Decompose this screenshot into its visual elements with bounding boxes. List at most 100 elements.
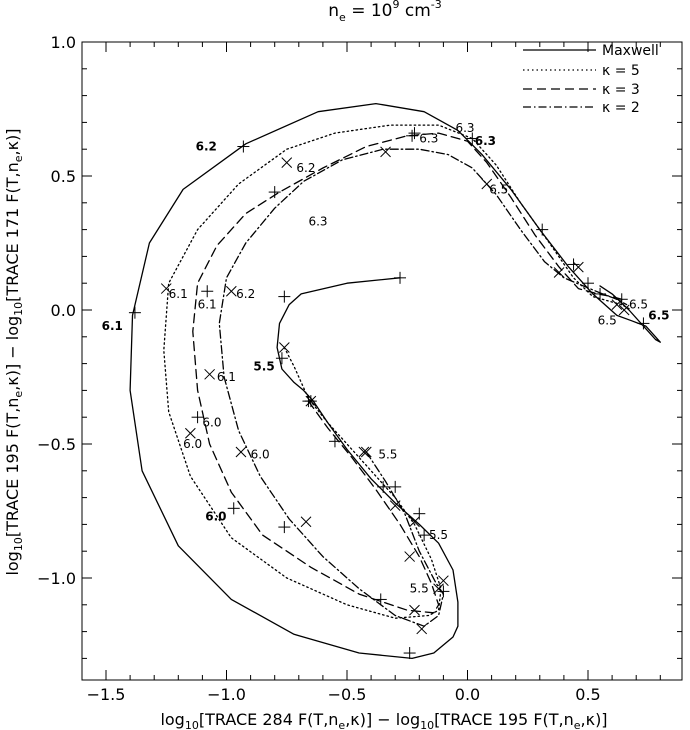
series-group: [129, 102, 661, 660]
data-point-marker: [413, 507, 426, 520]
temperature-annotation: 6.3: [455, 121, 474, 135]
x-tick-label: 0.5: [575, 685, 600, 704]
data-point-marker: [227, 502, 240, 515]
data-point-marker: [389, 500, 401, 511]
temperature-annotation: 6.5: [629, 298, 648, 312]
data-point-marker: [582, 277, 594, 290]
data-point-marker: [275, 352, 288, 365]
data-point-marker: [225, 285, 237, 297]
data-point-marker: [278, 342, 290, 353]
legend-label-kappa3: κ = 3: [602, 82, 640, 98]
data-point-marker: [380, 146, 391, 158]
data-point-marker: [553, 267, 565, 278]
plot-frame: [81, 41, 683, 681]
data-point-marker: [377, 480, 390, 493]
data-point-marker: [481, 178, 493, 190]
data-point-marker: [409, 604, 420, 616]
temperature-annotation: 6.0: [183, 437, 202, 451]
legend: Maxwell κ = 5 κ = 3 κ = 2: [523, 43, 659, 116]
data-point-marker: [268, 186, 281, 199]
temperature-annotation: 6.5: [598, 314, 617, 328]
marker-group: [128, 127, 650, 660]
temperature-annotation: 6.1: [102, 319, 123, 333]
data-point-marker: [438, 575, 449, 587]
x-tick-label: −0.5: [328, 685, 367, 704]
temperature-annotation: 6.3: [419, 131, 438, 145]
data-point-marker: [389, 480, 402, 493]
temperature-annotation: 6.1: [217, 370, 236, 384]
data-point-marker: [416, 623, 428, 635]
series-line-0: [129, 102, 661, 660]
data-point-marker: [394, 271, 407, 284]
y-axis-label: log10[TRACE 195 F(T,ne,κ)] − log10[TRACE…: [3, 128, 25, 575]
data-point-marker: [594, 287, 607, 300]
temperature-annotation: 6.0: [205, 509, 226, 523]
data-point-marker: [567, 258, 580, 271]
data-point-marker: [278, 290, 291, 303]
data-point-marker: [437, 585, 450, 598]
temperature-annotation: 5.5: [378, 448, 397, 462]
legend-label-kappa5: κ = 5: [602, 63, 640, 79]
x-axis-label: log10[TRACE 284 F(T,ne,κ)] − log10[TRACE…: [160, 710, 607, 730]
y-tick-label: 0.0: [51, 301, 76, 320]
data-point-marker: [611, 299, 623, 310]
data-point-marker: [536, 223, 549, 236]
data-point-marker: [374, 593, 387, 606]
data-point-marker: [618, 304, 630, 316]
data-point-marker: [128, 306, 141, 319]
temperature-annotation: 5.5: [429, 528, 448, 542]
data-point-marker: [404, 551, 416, 562]
data-point-marker: [278, 521, 291, 534]
y-tick-label: −0.5: [37, 435, 76, 454]
data-point-marker: [466, 132, 479, 145]
y-tick-label: 0.5: [51, 167, 76, 186]
plot-frame-group: −1.5 −1.0 −0.5 0.0 0.5 −1.0 −0.5 0.0 0.5 1.0: [37, 33, 683, 704]
data-point-marker: [300, 516, 312, 528]
data-point-marker: [237, 140, 250, 153]
temperature-annotation: 6.5: [489, 182, 508, 196]
data-point-marker: [408, 127, 421, 140]
data-point-marker: [637, 317, 650, 330]
data-point-marker: [615, 293, 628, 306]
data-point-marker: [281, 157, 293, 168]
legend-label-maxwell: Maxwell: [602, 43, 659, 59]
data-point-marker: [235, 446, 247, 458]
temperature-annotation: 5.5: [253, 359, 274, 373]
data-point-marker: [184, 427, 196, 439]
data-point-marker: [302, 395, 315, 408]
temperature-annotation: 6.2: [296, 161, 315, 175]
temperature-annotation: 6.2: [196, 140, 217, 154]
temperature-annotation: 5.5: [410, 582, 429, 596]
data-point-marker: [358, 446, 370, 458]
data-point-marker: [204, 368, 215, 380]
temperature-annotation: 6.3: [308, 215, 327, 229]
temperature-annotation: 6.0: [251, 448, 270, 462]
temperature-annotation: 6.3: [475, 134, 496, 148]
data-point-marker: [433, 583, 444, 595]
data-point-marker: [328, 435, 341, 448]
x-tick-label: 0.0: [455, 685, 480, 704]
legend-label-kappa2: κ = 2: [602, 100, 640, 116]
series-line-2: [192, 132, 623, 614]
temperature-annotation: 6.1: [169, 287, 188, 301]
temperature-annotation: 6.2: [236, 287, 255, 301]
data-point-marker: [160, 283, 172, 294]
y-tick-label: −1.0: [37, 569, 76, 588]
temperature-annotation: 6.0: [202, 416, 221, 430]
x-tick-label: −1.5: [87, 685, 126, 704]
temperature-annotation: 6.5: [648, 308, 669, 322]
data-point-marker: [409, 516, 420, 528]
series-line-3: [218, 148, 628, 627]
data-point-marker: [191, 411, 204, 424]
y-tick-label: 1.0: [51, 33, 76, 52]
chart-title: ne = 109 cm-3: [328, 0, 442, 24]
x-tick-label: −1.0: [207, 685, 246, 704]
data-point-marker: [201, 285, 214, 298]
data-point-marker: [360, 446, 372, 458]
data-point-marker: [403, 647, 416, 660]
series-line-1: [163, 124, 633, 619]
data-point-marker: [418, 529, 431, 542]
annotation-group: 6.26.26.36.36.36.36.56.56.56.56.16.16.26…: [102, 121, 670, 596]
data-point-marker: [573, 261, 584, 273]
